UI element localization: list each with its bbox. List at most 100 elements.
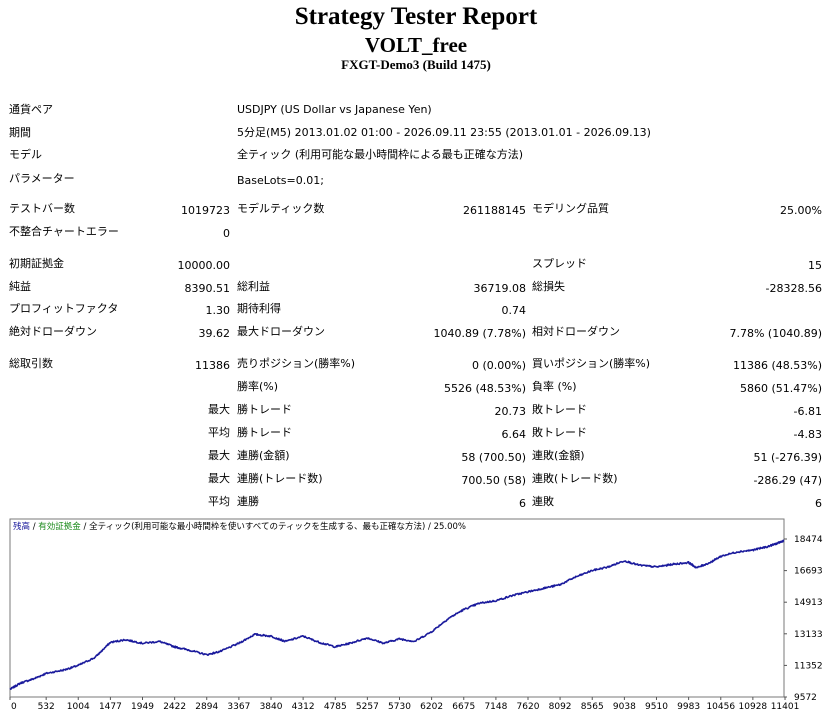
gross-profit-value: 36719.08	[473, 282, 527, 295]
total-trades-value: 11386	[195, 359, 230, 372]
series-group	[9, 539, 785, 690]
total-trades-label: 総取引数	[9, 357, 53, 370]
expert-name: VOLT_free	[364, 33, 468, 57]
consec-win-money-label: 連勝(金額)	[237, 449, 290, 462]
abs-drawdown-value: 39.62	[198, 327, 231, 340]
consec-loss-trades-value: -286.29 (47)	[753, 474, 822, 487]
x-tick-label: 7620	[517, 702, 540, 712]
expected-payoff-label: 期待利得	[237, 302, 281, 315]
balance-chart: 残高 / 有効証拠金 / 全ティック(利用可能な最小時間枠を使いすべてのティック…	[8, 516, 830, 714]
x-tick-label: 1477	[99, 702, 122, 712]
plot-area	[9, 518, 785, 698]
consec-win-money-value: 58 (700.50)	[461, 451, 526, 464]
balance-line	[9, 539, 785, 690]
legend-equity: 有効証拠金	[38, 521, 81, 532]
y-tick-label: 9572	[794, 693, 817, 703]
largest-win-label: 勝トレード	[237, 403, 292, 416]
y-tick-label: 16693	[794, 567, 823, 577]
largest-win-value: 20.73	[494, 405, 527, 418]
x-tick-label: 7148	[484, 702, 507, 712]
largest-loss-value: -6.81	[793, 405, 822, 418]
ticks-value: 261188145	[463, 204, 526, 217]
avg-consec-word: 平均	[208, 495, 230, 508]
symbol-value: USDJPY (US Dollar vs Japanese Yen)	[237, 103, 432, 116]
abs-drawdown-label: 絶対ドローダウン	[9, 325, 97, 338]
long-positions-value: 11386 (48.53%)	[732, 359, 822, 372]
server-build: FXGT-Demo3 (Build 1475)	[341, 57, 491, 72]
profit-factor-value: 1.30	[205, 304, 231, 317]
average-loss-label: 敗トレード	[532, 426, 587, 439]
max-drawdown-label: 最大ドローダウン	[237, 325, 325, 338]
legend-balance: 残高	[13, 521, 30, 532]
x-tick-label: 9038	[613, 702, 636, 712]
consec-win-trades-label: 連勝(トレード数)	[237, 472, 323, 485]
report-title: Strategy Tester Report	[294, 3, 538, 30]
legend-quality: 25.00%	[434, 522, 466, 532]
bars-value: 1019723	[181, 204, 230, 217]
consec-loss-trades-label: 連敗(トレード数)	[532, 472, 618, 485]
y-tick-label: 11352	[794, 661, 823, 671]
x-tick-label: 3367	[227, 702, 250, 712]
max-drawdown-value: 1040.89 (7.78%)	[433, 327, 526, 340]
legend-model: 全ティック(利用可能な最小時間枠を使いすべてのティックを生成する、最も正確な方法…	[89, 521, 425, 532]
period-value: 5分足(M5) 2013.01.02 01:00 - 2026.09.11 23…	[237, 126, 651, 139]
gross-profit-label: 総利益	[237, 280, 270, 293]
win-rate-value: 5526 (48.53%)	[443, 382, 526, 395]
max-consec-trades-word: 最大	[208, 472, 230, 485]
y-axis: 18474 16693 14913 13133 11352 9572	[784, 535, 823, 703]
x-tick-label: 0	[11, 702, 17, 712]
symbol-label: 通貨ペア	[9, 103, 53, 116]
x-tick-label: 8565	[581, 702, 604, 712]
loss-rate-value: 5860 (51.47%)	[739, 382, 822, 395]
largest-word: 最大	[208, 403, 230, 416]
x-axis: 0 532 1004 1477 1949 2422 2894 3367 3840 4312 4785…	[9, 697, 800, 712]
consec-win-trades-value: 700.50 (58)	[461, 474, 526, 487]
avg-consec-win-label: 連勝	[237, 495, 259, 508]
model-label: モデル	[9, 148, 42, 161]
x-tick-label: 9983	[677, 702, 700, 712]
x-tick-label: 4785	[324, 702, 347, 712]
period-label: 期間	[9, 126, 31, 139]
y-tick-label: 14913	[794, 598, 823, 608]
spread-value: 15	[808, 259, 822, 272]
average-win-value: 6.64	[501, 428, 527, 441]
legend-sep-3: /	[425, 522, 433, 532]
x-tick-label: 2894	[195, 702, 218, 712]
legend-sep-1: /	[30, 522, 38, 532]
consec-loss-money-value: 51 (-276.39)	[753, 451, 822, 464]
params-label: パラメーター	[9, 172, 75, 185]
avg-consec-loss-value: 6	[815, 497, 822, 510]
rel-drawdown-label: 相対ドローダウン	[532, 325, 620, 338]
long-positions-label: 買いポジション(勝率%)	[532, 357, 651, 370]
short-positions-label: 売りポジション(勝率%)	[237, 357, 356, 370]
x-tick-label: 11401	[771, 702, 800, 712]
net-profit-value: 8390.51	[184, 282, 231, 295]
spread-label: スプレッド	[532, 257, 587, 270]
x-tick-label: 5730	[388, 702, 411, 712]
balance-chart-svg: 残高 / 有効証拠金 / 全ティック(利用可能な最小時間枠を使いすべてのティック…	[9, 518, 823, 712]
errors-value: 0	[223, 227, 230, 240]
x-tick-label: 3840	[260, 702, 283, 712]
gross-loss-label: 総損失	[532, 280, 565, 293]
bars-label: テストバー数	[9, 202, 75, 215]
average-win-label: 勝トレード	[237, 426, 292, 439]
quality-value: 25.00%	[780, 204, 822, 217]
net-profit-label: 純益	[9, 280, 31, 293]
max-consec-word: 最大	[208, 449, 230, 462]
rel-drawdown-value: 7.78% (1040.89)	[729, 327, 822, 340]
ticks-label: モデルティック数	[237, 202, 325, 215]
x-tick-label: 6202	[420, 702, 443, 712]
average-loss-value: -4.83	[793, 428, 822, 441]
x-tick-label: 6675	[452, 702, 475, 712]
x-tick-label: 10928	[739, 702, 768, 712]
x-tick-label: 1004	[67, 702, 90, 712]
x-tick-label: 10456	[706, 702, 735, 712]
legend-sep-2: /	[81, 522, 89, 532]
avg-consec-loss-label: 連敗	[532, 495, 554, 508]
x-tick-label: 4312	[292, 702, 315, 712]
params-value: BaseLots=0.01;	[237, 174, 324, 187]
x-tick-label: 5257	[356, 702, 379, 712]
chart-legend: 残高 / 有効証拠金 / 全ティック(利用可能な最小時間枠を使いすべてのティック…	[13, 521, 466, 532]
largest-loss-label: 敗トレード	[532, 403, 587, 416]
x-tick-label: 9510	[645, 702, 668, 712]
